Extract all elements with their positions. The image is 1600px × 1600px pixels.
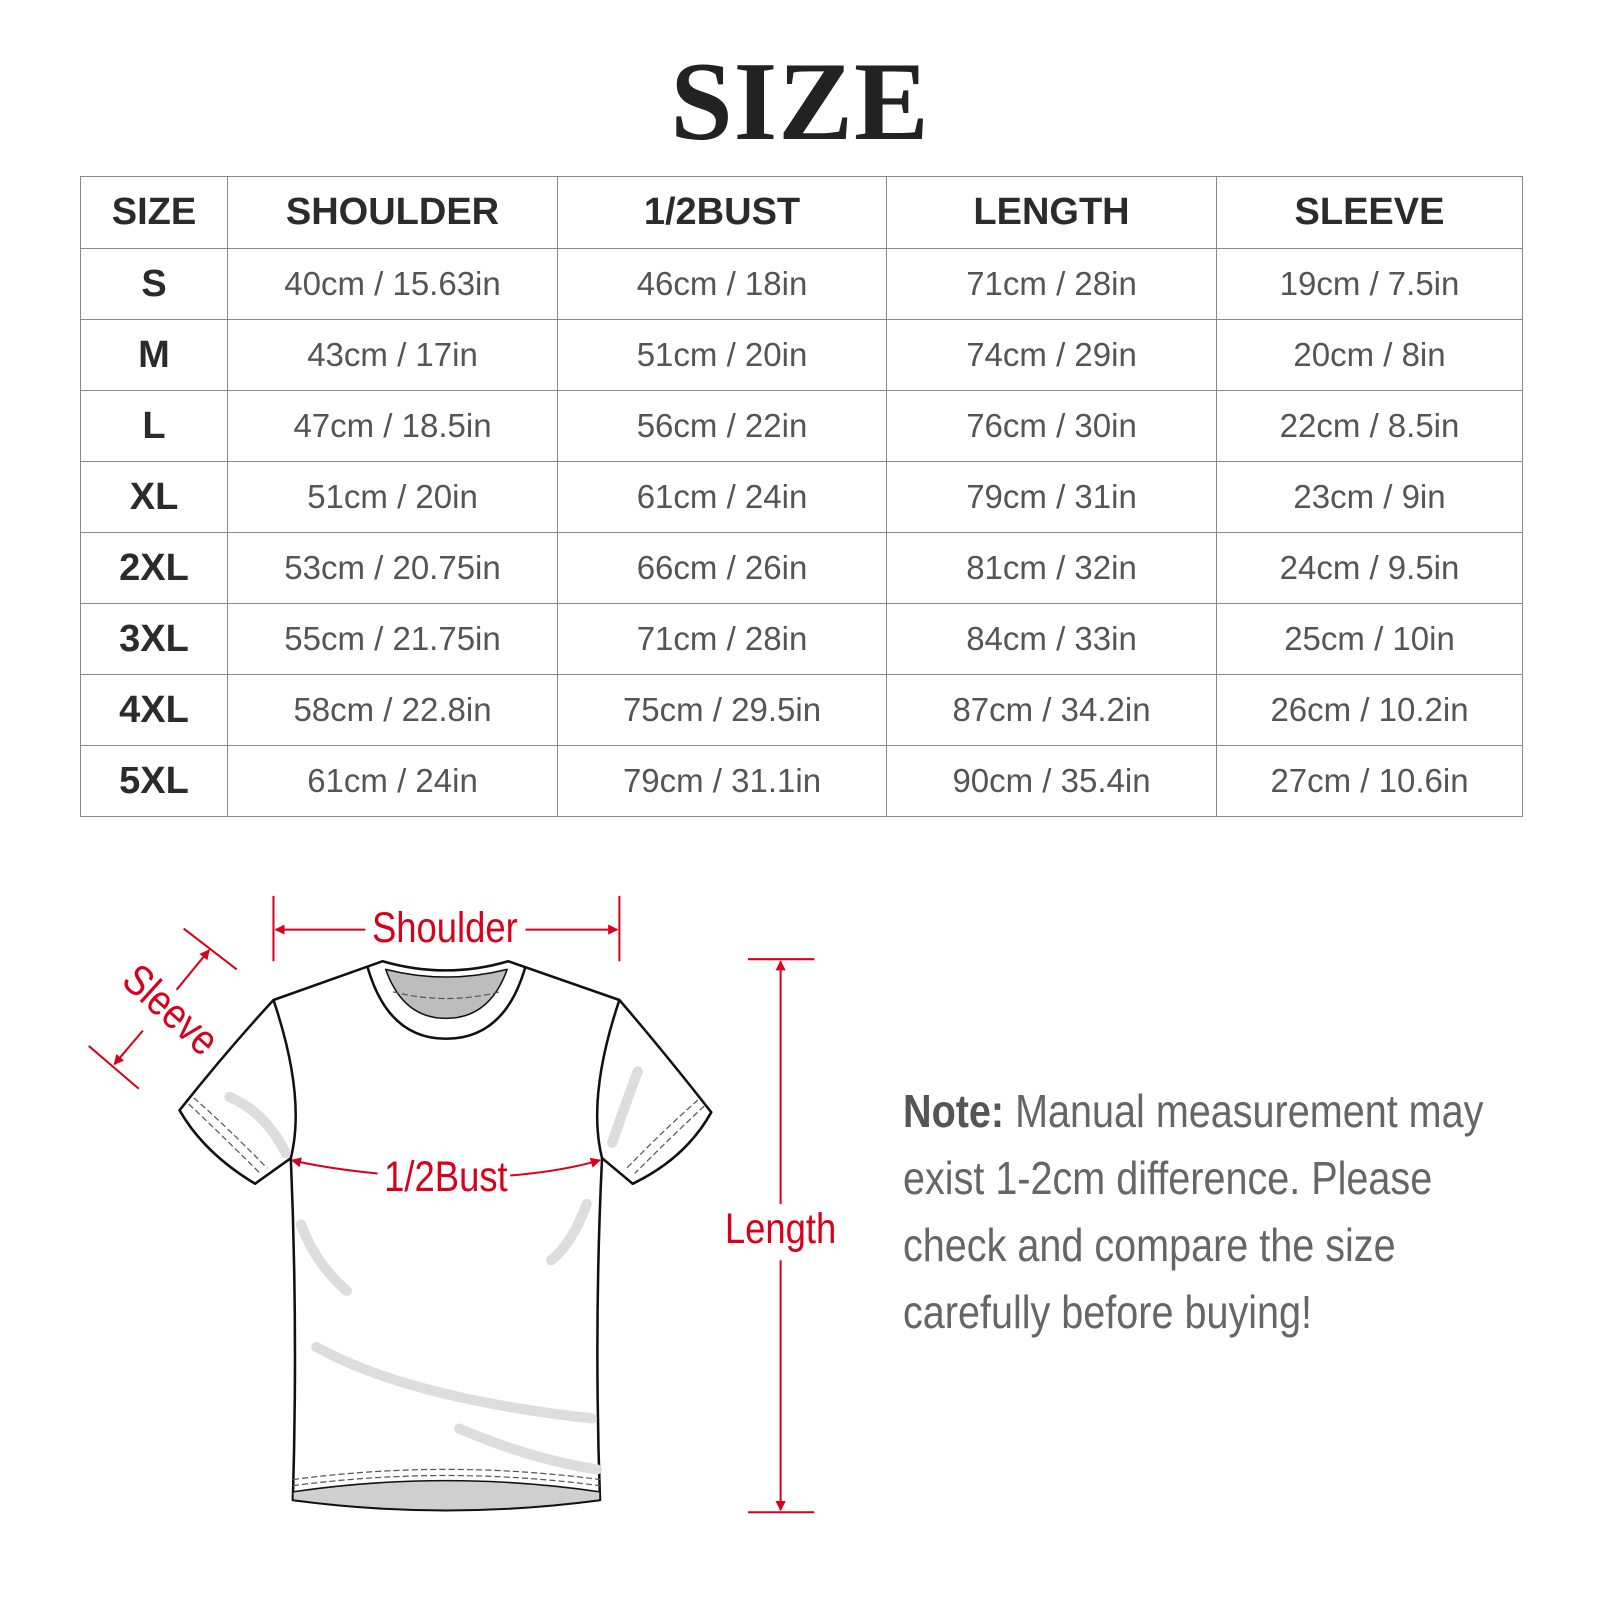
measurement-cell: 19cm / 7.5in (1216, 248, 1523, 320)
measurement-cell: 22cm / 8.5in (1216, 390, 1523, 462)
measurement-cell: 55cm / 21.75in (227, 603, 558, 675)
measurement-cell: 46cm / 18in (557, 248, 887, 320)
table-row: 2XL 53cm / 20.75in 66cm / 26in 81cm / 32in 2… (80, 532, 1523, 604)
bust-label: 1/2Bust (384, 1153, 508, 1200)
length-label: Length (725, 1205, 836, 1252)
table-row: S 40cm / 15.63in 46cm / 18in 71cm / 28in 19c… (80, 248, 1523, 320)
measurement-cell: 58cm / 22.8in (227, 674, 558, 746)
measurement-cell: 27cm / 10.6in (1216, 745, 1523, 817)
size-cell: 4XL (80, 674, 228, 746)
measurement-cell: 71cm / 28in (886, 248, 1217, 320)
sleeve-label: Sleeve (113, 955, 227, 1065)
table-row: 4XL 58cm / 22.8in 75cm / 29.5in 87cm / 34.2… (80, 674, 1523, 746)
tshirt-icon (178, 959, 713, 1512)
measurement-cell: 43cm / 17in (227, 319, 558, 391)
column-header: LENGTH (886, 176, 1217, 249)
measurement-cell: 53cm / 20.75in (227, 532, 558, 604)
size-chart-table: SIZE SHOULDER 1/2BUST LENGTH SLEEVE S 40cm / … (80, 176, 1523, 817)
shoulder-label: Shoulder (372, 904, 518, 951)
column-header: SIZE (80, 176, 228, 249)
column-header: SLEEVE (1216, 176, 1523, 249)
measurement-cell: 56cm / 22in (557, 390, 887, 462)
size-cell: 5XL (80, 745, 228, 817)
note-line: exist 1-2cm difference. Please (903, 1152, 1433, 1204)
note-line: check and compare the size (903, 1219, 1396, 1271)
measurement-cell: 61cm / 24in (557, 461, 887, 533)
size-cell: 3XL (80, 603, 228, 675)
size-cell: L (80, 390, 228, 462)
measurement-cell: 51cm / 20in (227, 461, 558, 533)
measurement-cell: 84cm / 33in (886, 603, 1217, 675)
size-cell: XL (80, 461, 228, 533)
measurement-cell: 90cm / 35.4in (886, 745, 1217, 817)
measurement-cell: 26cm / 10.2in (1216, 674, 1523, 746)
note-label: Note: (903, 1085, 1005, 1137)
measurement-cell: 66cm / 26in (557, 532, 887, 604)
note-line: Manual measurement may (1015, 1085, 1484, 1137)
table-row: XL 51cm / 20in 61cm / 24in 79cm / 31in 23cm … (80, 461, 1523, 533)
measurement-cell: 75cm / 29.5in (557, 674, 887, 746)
measurement-cell: 40cm / 15.63in (227, 248, 558, 320)
measurement-cell: 74cm / 29in (886, 319, 1217, 391)
measurement-cell: 61cm / 24in (227, 745, 558, 817)
page-title: SIZE (670, 40, 930, 164)
table-row: 3XL 55cm / 21.75in 71cm / 28in 84cm / 33in 2… (80, 603, 1523, 675)
size-cell: M (80, 319, 228, 391)
measurement-cell: 71cm / 28in (557, 603, 887, 675)
note-line: carefully before buying! (903, 1286, 1313, 1338)
measurement-cell: 20cm / 8in (1216, 319, 1523, 391)
table-row: L 47cm / 18.5in 56cm / 22in 76cm / 30in 22cm… (80, 390, 1523, 462)
measurement-cell: 23cm / 9in (1216, 461, 1523, 533)
measurement-cell: 24cm / 9.5in (1216, 532, 1523, 604)
table-header-row: SIZE SHOULDER 1/2BUST LENGTH SLEEVE (80, 176, 1523, 249)
measurement-cell: 25cm / 10in (1216, 603, 1523, 675)
measurement-arrows (88, 895, 815, 1514)
measurement-cell: 79cm / 31.1in (557, 745, 887, 817)
table-row: 5XL 61cm / 24in 79cm / 31.1in 90cm / 35.4in… (80, 745, 1523, 817)
table-row: M 43cm / 17in 51cm / 20in 74cm / 29in 20cm /… (80, 319, 1523, 391)
measurement-cell: 76cm / 30in (886, 390, 1217, 462)
note-text: Note: Manual measurement may exist 1-2cm… (903, 1078, 1505, 1346)
size-cell: S (80, 248, 228, 320)
measurement-cell: 81cm / 32in (886, 532, 1217, 604)
column-header: 1/2BUST (557, 176, 887, 249)
